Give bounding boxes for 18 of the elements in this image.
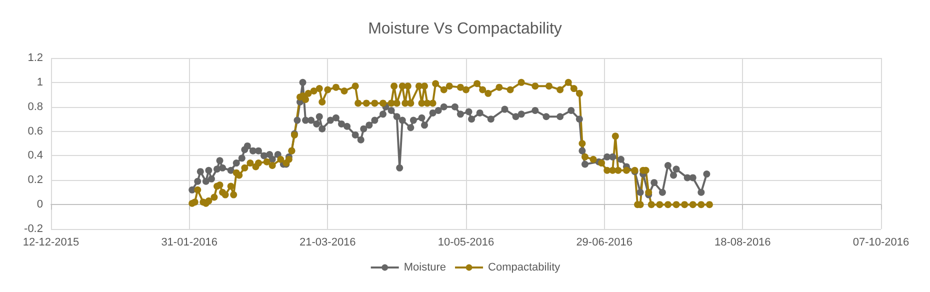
x-tick-label: 12-12-2015 bbox=[22, 236, 80, 248]
x-tick-label: 21-03-2016 bbox=[300, 236, 356, 248]
legend-label: Moisture bbox=[404, 262, 446, 274]
legend-label: Compactability bbox=[488, 262, 561, 274]
y-tick-label: 0.2 bbox=[28, 174, 43, 186]
y-tick-label: 0 bbox=[36, 198, 43, 211]
y-tick-label: 0.8 bbox=[28, 100, 43, 113]
x-tick-label: 29-06-2016 bbox=[576, 236, 632, 248]
x-tick-label: 07-10-2016 bbox=[852, 236, 910, 248]
chart-title: Moisture Vs Compactability bbox=[368, 20, 562, 38]
x-tick-label: 10-05-2016 bbox=[438, 236, 494, 248]
y-tick-label: 0.4 bbox=[28, 150, 43, 162]
y-tick-label: 1 bbox=[36, 76, 43, 88]
y-tick-label: -0.2 bbox=[24, 223, 43, 235]
x-tick-label: 18-08-2016 bbox=[714, 236, 771, 248]
y-tick-label: 0.6 bbox=[28, 125, 43, 138]
x-tick-label: 31-01-2016 bbox=[161, 236, 218, 248]
y-tick-label: 1.2 bbox=[28, 52, 43, 64]
